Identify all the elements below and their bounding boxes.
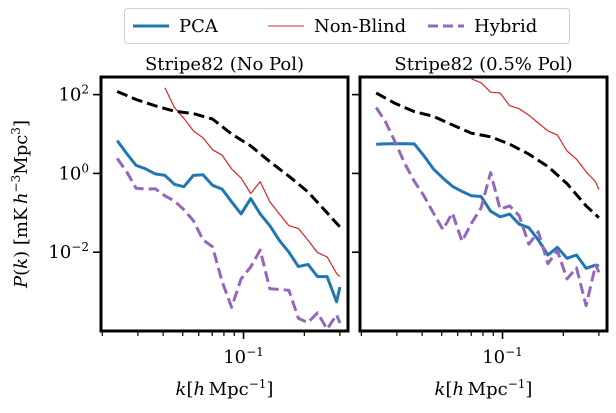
y-tick-label: 10−2 (48, 240, 89, 263)
series-line-pca (376, 142, 600, 270)
axes-frame (99, 75, 350, 333)
legend (124, 8, 570, 44)
series-line-hybrid (115, 157, 342, 331)
legend-label: Non-Blind (314, 16, 406, 37)
panel-title: Stripe82 (0.5% Pol) (394, 54, 572, 75)
series-line-reference (116, 90, 342, 228)
legend-label: Hybrid (474, 16, 537, 37)
x-tick-label: 10−1 (223, 345, 264, 368)
x-tick-label: 10−1 (482, 345, 523, 368)
series-line-pca (115, 139, 342, 304)
series-line-non-blind (164, 87, 341, 278)
x-axis-label: k[h Mpc−1] (435, 377, 533, 400)
legend-label: PCA (179, 16, 219, 37)
panel-2: Stripe82 (0.5% Pol) (352, 54, 609, 339)
series-line-non-blind (471, 78, 600, 190)
legend-entry-hybrid: Hybrid (428, 16, 537, 37)
y-axis-label: P(k) [mK h−3Mpc3] (9, 120, 32, 289)
series-line-reference (375, 91, 600, 219)
panel-title: Stripe82 (No Pol) (145, 54, 304, 75)
legend-entry-pca: PCA (133, 16, 219, 37)
series-line-hybrid (374, 106, 601, 308)
y-tick-label: 100 (58, 161, 89, 184)
x-axis-label: k[h Mpc−1] (176, 377, 274, 400)
legend-entry-non-blind: Non-Blind (268, 16, 406, 37)
panel-1: Stripe82 (No Pol) (93, 54, 350, 339)
y-tick-label: 102 (58, 83, 89, 106)
